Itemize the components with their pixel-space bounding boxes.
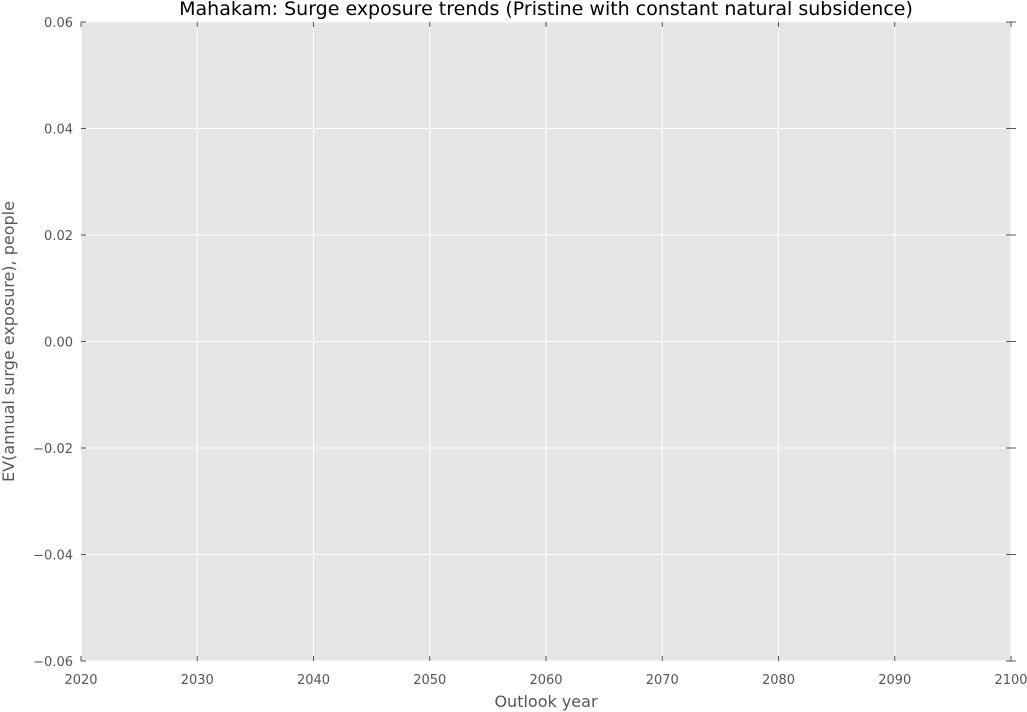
x-tick-label: 2080 <box>762 673 795 688</box>
y-tick-label: −0.04 <box>33 549 73 564</box>
y-tick-label: 0.06 <box>44 16 73 31</box>
y-tick-label: 0.00 <box>44 336 73 351</box>
x-tick-label: 2040 <box>297 673 330 688</box>
x-tick-label: 2070 <box>646 673 679 688</box>
y-tick-label: 0.02 <box>44 229 73 244</box>
y-tick-label: 0.04 <box>44 123 73 138</box>
y-axis-label: EV(annual surge exposure), people <box>0 201 18 482</box>
y-ticks: −0.06 −0.04 −0.02 0.00 0.02 0.04 0.06 <box>33 16 1016 670</box>
x-tick-label: 2020 <box>64 673 97 688</box>
y-tick-label: −0.02 <box>33 442 73 457</box>
x-ticks: 2020 2030 2040 2050 2060 2070 2080 2090 2100 <box>64 22 1027 688</box>
x-tick-label: 2100 <box>994 673 1027 688</box>
x-tick-label: 2090 <box>878 673 911 688</box>
x-tick-label: 2030 <box>181 673 214 688</box>
y-tick-label: −0.06 <box>33 655 73 670</box>
x-axis-label: Outlook year <box>494 692 598 711</box>
chart-title: Mahakam: Surge exposure trends (Pristine… <box>179 0 913 20</box>
x-tick-label: 2060 <box>529 673 562 688</box>
x-tick-label: 2050 <box>413 673 446 688</box>
